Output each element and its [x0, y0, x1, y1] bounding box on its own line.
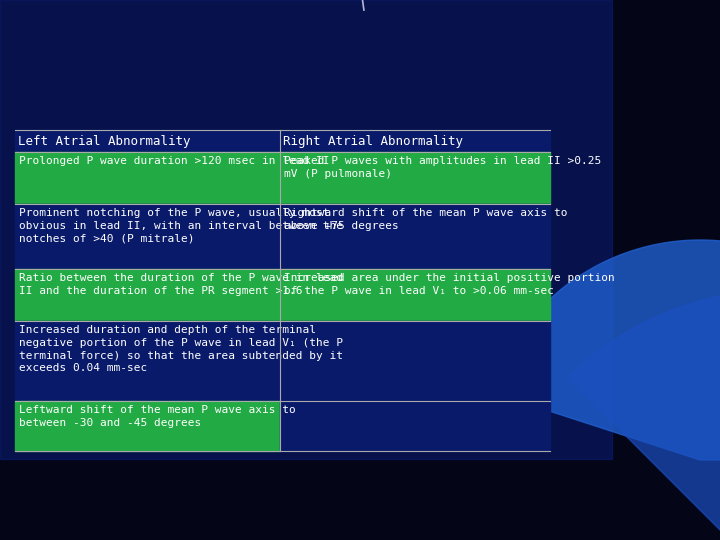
Text: Prominent notching of the P wave, usually most
obvious in lead II, with an inter: Prominent notching of the P wave, usuall… [19, 208, 343, 244]
Text: Rightward shift of the mean P wave axis to
above +75 degrees: Rightward shift of the mean P wave axis … [284, 208, 567, 231]
Text: Peaked P waves with amplitudes in lead II >0.25
mV (P pulmonale): Peaked P waves with amplitudes in lead I… [284, 156, 601, 179]
Text: Increased area under the initial positive portion
of the P wave in lead V₁ to >0: Increased area under the initial positiv… [284, 273, 615, 296]
Bar [15, 152, 280, 204]
Text: Left Atrial Abnormality: Left Atrial Abnormality [18, 134, 191, 147]
Polygon shape [491, 240, 720, 460]
Bar [15, 130, 280, 152]
Text: Right Atrial Abnormality: Right Atrial Abnormality [283, 134, 463, 147]
Bar [280, 321, 550, 401]
Text: Prolonged P wave duration >120 msec in lead II: Prolonged P wave duration >120 msec in l… [19, 156, 330, 166]
Bar [280, 269, 550, 321]
Text: Leftward shift of the mean P wave axis to
between -30 and -45 degrees: Leftward shift of the mean P wave axis t… [19, 405, 296, 428]
Text: Increased duration and depth of the terminal
negative portion of the P wave in l: Increased duration and depth of the term… [19, 325, 343, 373]
Bar [0, 0, 612, 459]
Bar [280, 204, 550, 269]
Bar [15, 401, 280, 451]
Bar [280, 401, 550, 451]
Bar [15, 321, 280, 401]
Polygon shape [568, 290, 720, 540]
Bar [280, 130, 550, 152]
Bar [280, 152, 550, 204]
Bar [15, 269, 280, 321]
Text: Ratio between the duration of the P wave in lead
II and the duration of the PR s: Ratio between the duration of the P wave… [19, 273, 343, 296]
Bar [15, 204, 280, 269]
